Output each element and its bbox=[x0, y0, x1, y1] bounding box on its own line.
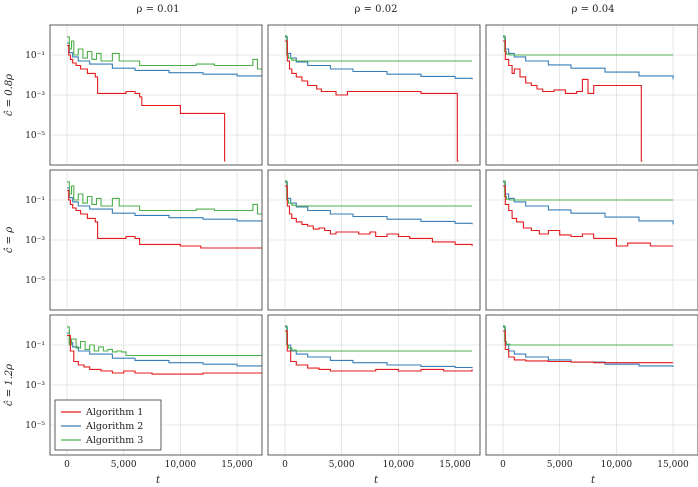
panel-frame bbox=[485, 314, 698, 456]
series-line-algorithm-3 bbox=[67, 181, 262, 215]
x-tick-label: 15,000 bbox=[657, 460, 689, 470]
y-tick-label: 10⁻⁵ bbox=[25, 421, 45, 431]
series-line-algorithm-3 bbox=[285, 180, 473, 207]
series-line-algorithm-2 bbox=[67, 332, 262, 367]
row-label-0: ĉ = 0.8ρ bbox=[4, 74, 15, 116]
series-line-algorithm-3 bbox=[503, 35, 674, 56]
series-line-algorithm-1 bbox=[503, 330, 674, 364]
row-label-1: ĉ = ρ bbox=[4, 227, 15, 253]
series-line-algorithm-1 bbox=[285, 40, 459, 162]
panel-frame bbox=[49, 24, 263, 166]
column-title-2: ρ = 0.04 bbox=[572, 4, 615, 15]
series-line-algorithm-2 bbox=[503, 36, 674, 80]
series-line-algorithm-2 bbox=[285, 326, 473, 369]
x-tick-label: 0 bbox=[64, 460, 70, 470]
series-line-algorithm-3 bbox=[67, 36, 262, 70]
series-line-algorithm-3 bbox=[67, 326, 262, 357]
panel-frame bbox=[267, 24, 481, 166]
y-tick-label: 10⁻⁵ bbox=[25, 276, 45, 286]
series-line-algorithm-3 bbox=[503, 325, 674, 346]
x-tick-label: 10,000 bbox=[383, 460, 415, 470]
series-line-algorithm-2 bbox=[285, 36, 473, 80]
panel-frame bbox=[49, 169, 263, 311]
series-line-algorithm-2 bbox=[503, 326, 674, 367]
x-tick-label: 10,000 bbox=[165, 460, 197, 470]
y-tick-label: 10⁻³ bbox=[25, 91, 45, 101]
x-tick-label: 0 bbox=[282, 460, 288, 470]
x-axis-label-2: t bbox=[591, 475, 596, 486]
x-axis-label-1: t bbox=[374, 475, 379, 486]
series-line-algorithm-1 bbox=[67, 44, 226, 162]
series-line-algorithm-1 bbox=[285, 185, 473, 246]
row-label-2: ĉ = 1.2ρ bbox=[4, 364, 15, 406]
x-tick-label: 5,000 bbox=[329, 460, 355, 470]
legend-label-algorithm-2: Algorithm 2 bbox=[85, 421, 143, 432]
y-tick-label: 10⁻¹ bbox=[25, 51, 45, 61]
x-tick-label: 5,000 bbox=[111, 460, 137, 470]
panel-r2-c2: 0 5,000 10,000 15,000 bbox=[485, 314, 698, 470]
column-title-1: ρ = 0.02 bbox=[355, 4, 398, 15]
series-line-algorithm-1 bbox=[285, 330, 473, 372]
panel-r0-c2 bbox=[485, 24, 698, 166]
legend-label-algorithm-3: Algorithm 3 bbox=[85, 435, 143, 446]
series-line-algorithm-3 bbox=[285, 325, 473, 352]
column-title-0: ρ = 0.01 bbox=[137, 4, 180, 15]
series-line-algorithm-2 bbox=[67, 42, 262, 77]
panel-r2-c1: 0 5,000 10,000 15,000 bbox=[267, 314, 481, 470]
series-line-algorithm-1 bbox=[503, 40, 643, 162]
series-line-algorithm-2 bbox=[285, 181, 473, 225]
x-tick-label: 0 bbox=[500, 460, 506, 470]
y-tick-label: 10⁻¹ bbox=[25, 341, 45, 351]
legend: Algorithm 1 Algorithm 2 Algorithm 3 bbox=[54, 399, 162, 451]
y-tick-label: 10⁻¹ bbox=[25, 196, 45, 206]
legend-box bbox=[54, 399, 162, 451]
y-tick-label: 10⁻³ bbox=[25, 236, 45, 246]
y-tick-label: 10⁻⁵ bbox=[25, 131, 45, 141]
panel-frame bbox=[485, 169, 698, 311]
panels-group: 10⁻¹ 10⁻³ 10⁻⁵ 10⁻¹ 10⁻³ 10⁻⁵ 10⁻¹ 10⁻³ 10⁻⁵ 0 5,0… bbox=[25, 24, 698, 470]
panel-frame bbox=[267, 169, 481, 311]
series-line-algorithm-2 bbox=[503, 181, 674, 225]
y-tick-label: 10⁻³ bbox=[25, 381, 45, 391]
x-tick-label: 10,000 bbox=[601, 460, 633, 470]
panel-r1-c1 bbox=[267, 169, 481, 311]
series-line-algorithm-1 bbox=[67, 189, 262, 249]
x-tick-label: 5,000 bbox=[547, 460, 573, 470]
panel-frame bbox=[485, 24, 698, 166]
series-line-algorithm-2 bbox=[67, 187, 262, 222]
x-tick-label: 15,000 bbox=[221, 460, 253, 470]
series-line-algorithm-1 bbox=[67, 334, 262, 375]
series-line-algorithm-3 bbox=[285, 35, 473, 62]
panel-r1-c0: 10⁻¹ 10⁻³ 10⁻⁵ bbox=[25, 169, 263, 311]
series-line-algorithm-3 bbox=[503, 180, 674, 201]
x-tick-label: 15,000 bbox=[439, 460, 471, 470]
panel-r0-c1 bbox=[267, 24, 481, 166]
legend-label-algorithm-1: Algorithm 1 bbox=[85, 407, 143, 418]
panel-frame bbox=[49, 314, 263, 456]
panel-frame bbox=[267, 314, 481, 456]
x-axis-label-0: t bbox=[156, 475, 161, 486]
series-line-algorithm-1 bbox=[503, 185, 674, 247]
panel-r1-c2 bbox=[485, 169, 698, 311]
panel-r0-c0: 10⁻¹ 10⁻³ 10⁻⁵ bbox=[25, 24, 263, 166]
